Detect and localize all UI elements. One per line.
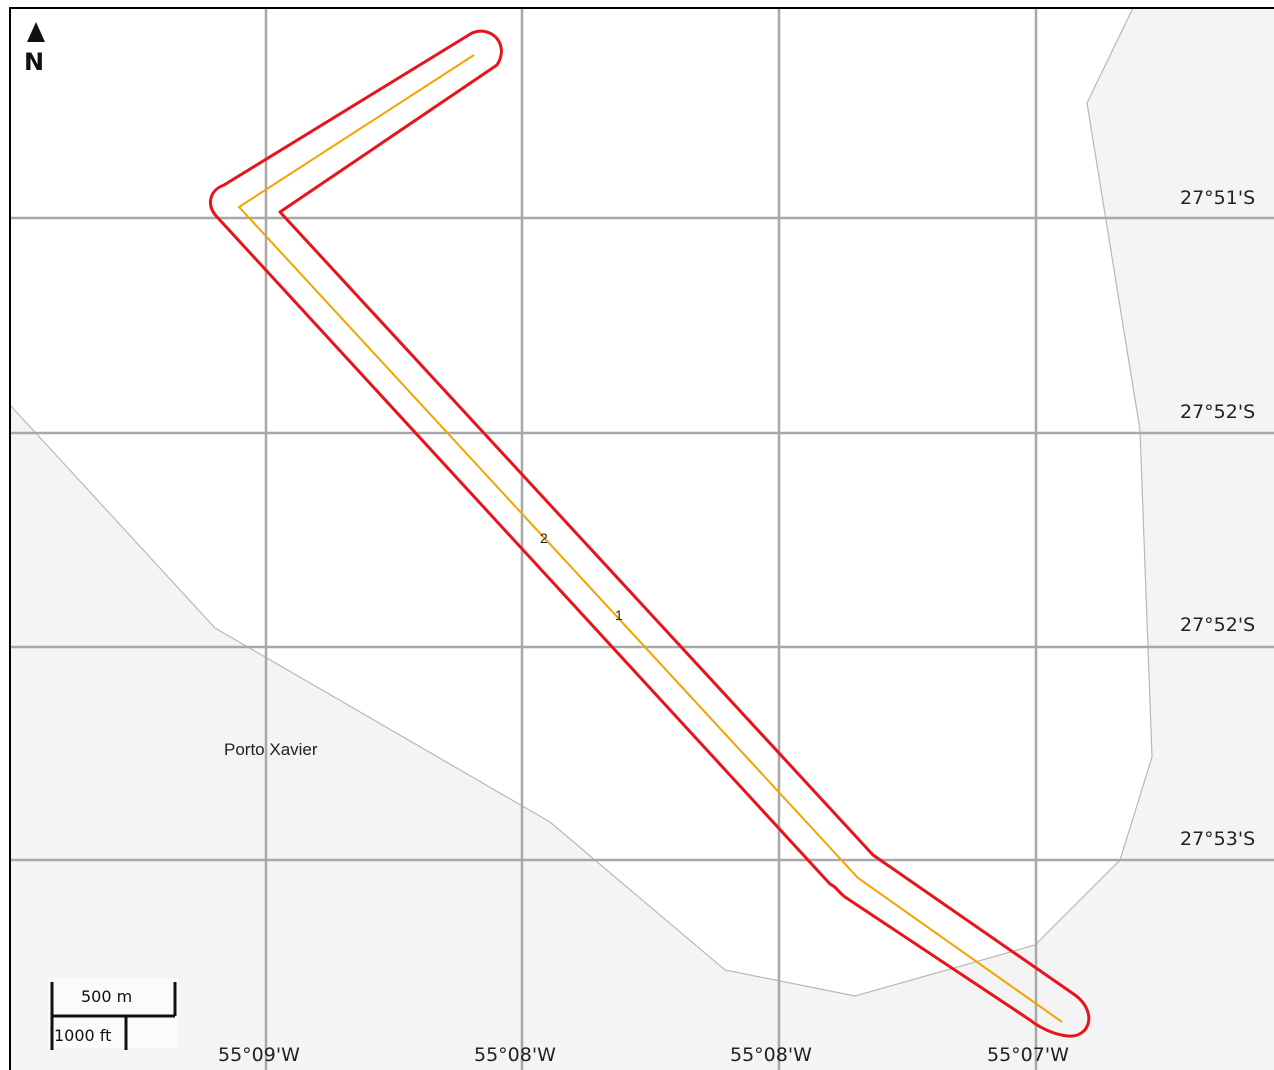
lon-label-1: 55°09'W xyxy=(218,1044,300,1066)
lon-label-2: 55°08'W xyxy=(474,1044,556,1066)
north-arrow: N xyxy=(24,22,45,76)
route-line[interactable] xyxy=(237,54,1063,1023)
route-marker-2: 2 xyxy=(540,530,548,546)
north-arrow-icon xyxy=(27,22,45,42)
river-channel xyxy=(10,8,1152,996)
graticule xyxy=(10,8,1274,1070)
lon-label-4: 55°07'W xyxy=(987,1044,1069,1066)
land-area-southwest xyxy=(10,8,1274,1070)
lat-label-4: 27°53'S xyxy=(1180,828,1255,850)
lon-label-3: 55°08'W xyxy=(730,1044,812,1066)
map-frame xyxy=(9,7,1274,1070)
route-buffer-outline[interactable] xyxy=(208,29,1091,1038)
north-arrow-label: N xyxy=(24,48,44,76)
scale-bar-metric-label: 500 m xyxy=(81,987,132,1006)
place-label-porto-xavier: Porto Xavier xyxy=(224,740,318,759)
route-marker-1: 1 xyxy=(615,607,623,623)
scale-bar-imperial-label: 1000 ft xyxy=(54,1026,111,1045)
scale-bar: 500 m 1000 ft xyxy=(48,978,178,1050)
scale-bar-background xyxy=(48,978,178,1048)
lat-label-3: 27°52'S xyxy=(1180,614,1255,636)
lat-label-2: 27°52'S xyxy=(1180,401,1255,423)
lat-label-1: 27°51'S xyxy=(1180,187,1255,209)
